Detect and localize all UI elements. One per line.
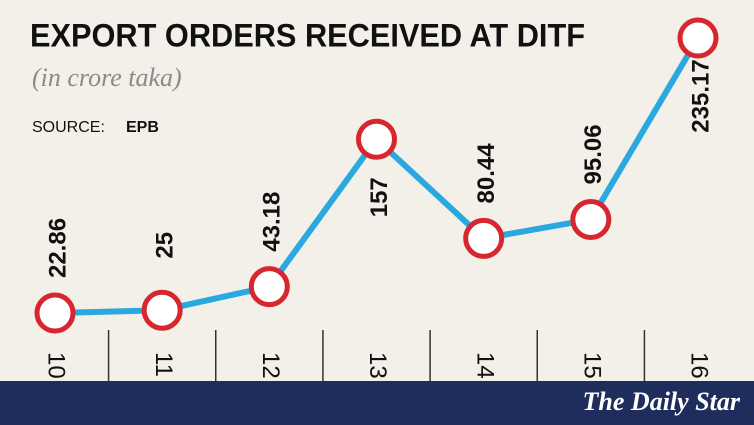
x-tick-label: 12 [257,352,284,379]
data-label: 157 [366,177,393,217]
x-tick-label: 13 [364,352,391,379]
source-label: SOURCE: [32,119,105,136]
data-label: 80.44 [473,143,500,204]
marker [34,292,76,334]
marker [677,17,719,59]
x-tick-label: 11 [150,352,177,377]
data-label: 25 [152,232,179,259]
logo: The Daily Star [583,387,741,416]
x-tick-label: 10 [43,352,70,379]
marker [248,266,290,308]
data-label: 95.06 [580,124,607,184]
marker [141,289,183,331]
marker [463,217,505,259]
chart-subtitle: (in crore taka) [32,63,182,92]
footer-band [0,381,754,425]
marker [570,198,612,240]
source: EPB [126,119,159,136]
plot: 10 11 12 13 14 15 16 22.86 25 43.18 157 80.44 95.06 2… [34,17,719,381]
x-tick-label: 16 [686,352,713,379]
x-tick-label: 15 [578,352,605,379]
x-tick-label: 14 [471,352,498,379]
data-label: 235.17 [687,59,714,132]
chart-title: EXPORT ORDERS RECEIVED AT DITF [30,17,585,53]
data-label: 22.86 [44,218,71,278]
marker [356,118,397,160]
data-label: 43.18 [259,192,286,252]
